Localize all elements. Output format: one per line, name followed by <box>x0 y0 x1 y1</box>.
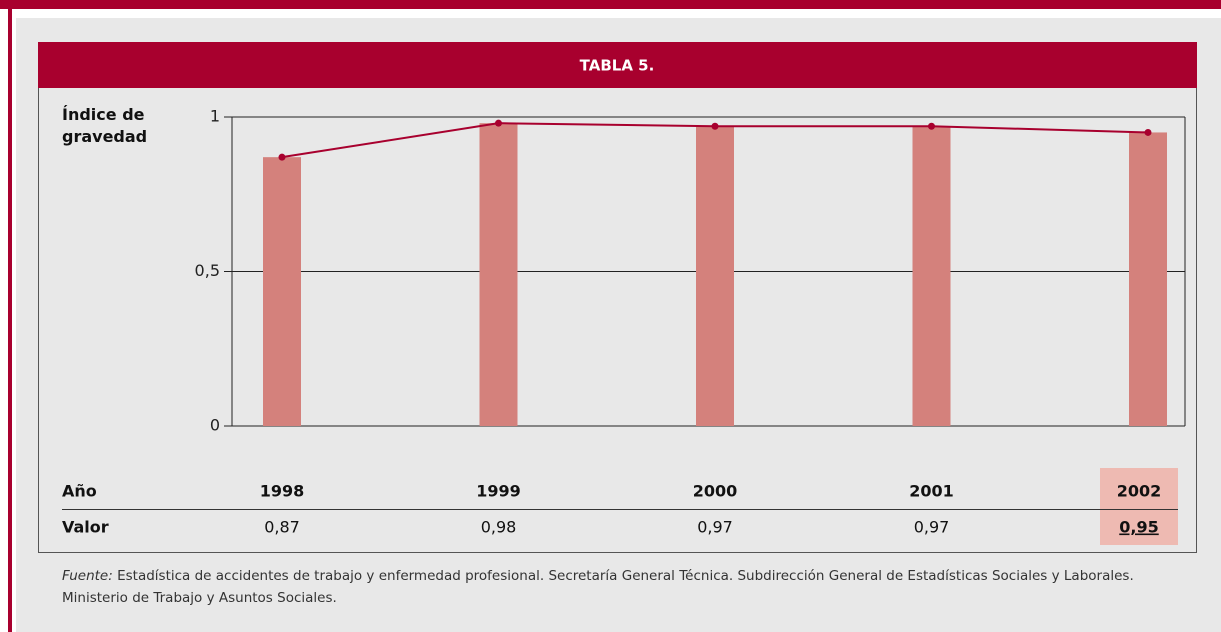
header-bar <box>38 42 1197 88</box>
value-label: 0,95 <box>1119 518 1158 537</box>
top-border <box>0 0 1221 9</box>
year-label: 1999 <box>476 482 521 501</box>
year-label: 2002 <box>1117 482 1162 501</box>
value-label: 0,97 <box>914 518 950 537</box>
bar <box>479 123 518 427</box>
trend-point <box>278 153 286 161</box>
value-label: 0,87 <box>264 518 300 537</box>
y-axis-label: Índice de gravedad <box>62 105 148 146</box>
bar <box>263 157 301 427</box>
trend-point <box>495 119 502 127</box>
source-note: Fuente: Estadística de accidentes de tra… <box>62 565 1172 609</box>
row-label: Año <box>62 482 97 501</box>
year-label: 1998 <box>260 482 305 501</box>
year-label: 2000 <box>693 482 738 501</box>
value-label: 0,97 <box>697 518 733 537</box>
source-text: Estadística de accidentes de trabajo y e… <box>62 568 1134 606</box>
bar <box>912 126 951 427</box>
chart-title: TABLA 5. <box>580 57 655 75</box>
trend-point <box>711 122 719 130</box>
bar <box>1129 132 1167 426</box>
source-label: Fuente: <box>62 568 113 584</box>
row-label: Valor <box>62 518 109 537</box>
y-tick-label: 0 <box>210 416 220 435</box>
y-tick-label: 1 <box>210 107 220 126</box>
bar <box>696 126 734 427</box>
value-label: 0,98 <box>481 518 517 537</box>
left-border <box>8 0 12 632</box>
trend-point <box>1144 128 1152 136</box>
year-label: 2001 <box>909 482 954 501</box>
trend-point <box>928 122 935 130</box>
y-tick-label: 0,5 <box>195 261 220 280</box>
highlight-cell <box>1100 468 1178 545</box>
